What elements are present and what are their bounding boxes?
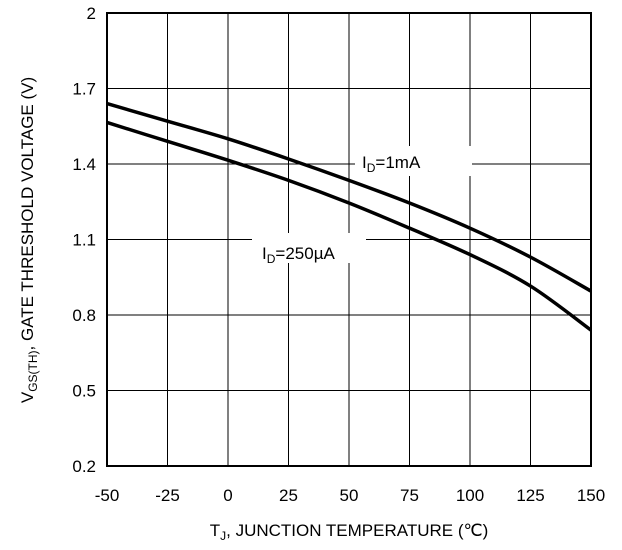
x-tick-label: 150 — [577, 486, 605, 505]
curves — [106, 101, 593, 332]
x-tick-labels: -50 -25 0 25 50 75 100 125 150 — [95, 486, 605, 505]
x-tick-label: 50 — [340, 486, 359, 505]
y-tick-label: 0.8 — [72, 306, 96, 325]
series-label-250ua: ID=250µA — [262, 244, 335, 266]
x-tick-label: 25 — [279, 486, 298, 505]
x-tick-label: -25 — [155, 486, 180, 505]
y-axis-label: VGS(TH), GATE THRESHOLD VOLTAGE (V) — [18, 77, 40, 403]
x-tick-label: 125 — [516, 486, 544, 505]
y-tick-label: 0.5 — [72, 382, 96, 401]
series-line-1ma — [106, 101, 592, 293]
x-tick-label: 100 — [456, 486, 484, 505]
y-tick-label: 0.2 — [72, 457, 96, 476]
y-tick-label: 2 — [87, 4, 96, 23]
x-tick-label: 75 — [400, 486, 419, 505]
label-bg-250ua — [252, 233, 366, 263]
y-tick-label: 1.4 — [72, 155, 96, 174]
x-axis-label: TJ, JUNCTION TEMPERATURE (℃) — [210, 521, 489, 543]
label-bg-1ma — [355, 146, 472, 176]
y-tick-label: 1.1 — [72, 231, 96, 250]
plot-frame — [106, 12, 592, 467]
x-tick-label: 0 — [223, 486, 232, 505]
series-line-250ua — [106, 120, 593, 332]
x-tick-label: -50 — [95, 486, 120, 505]
grid — [107, 13, 591, 466]
y-tick-label: 1.7 — [72, 80, 96, 99]
y-tick-labels: 0.2 0.5 0.8 1.1 1.4 1.7 2 — [72, 4, 96, 476]
series-label-1ma: ID=1mA — [362, 153, 421, 175]
